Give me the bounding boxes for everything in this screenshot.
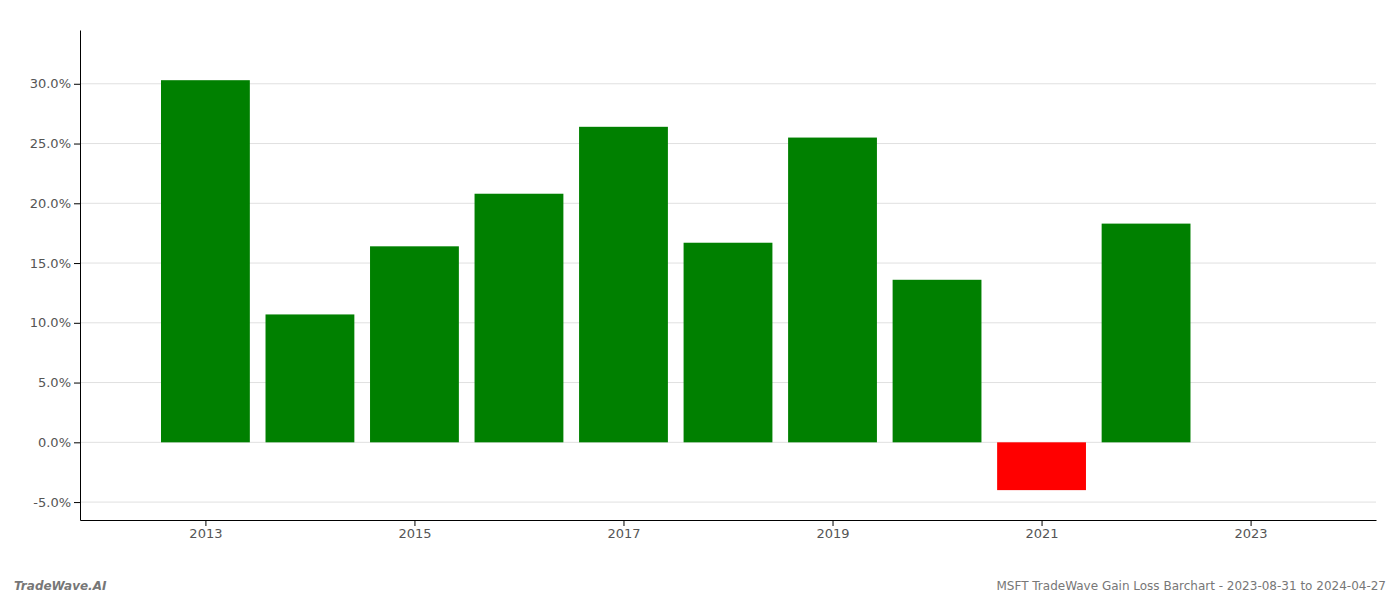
tick: 2013	[189, 520, 222, 541]
tick-mark	[74, 383, 80, 384]
bars	[161, 80, 1190, 490]
bar	[161, 80, 250, 442]
grid-line	[80, 143, 1376, 144]
tick: 20.0%	[30, 196, 80, 211]
tick-mark	[1251, 520, 1252, 526]
tick-label: 2015	[398, 526, 431, 541]
tick-mark	[414, 520, 415, 526]
grid-line	[80, 203, 1376, 204]
bar	[1102, 224, 1191, 443]
bar	[370, 246, 459, 442]
bar	[997, 442, 1086, 490]
tick-label: 2013	[189, 526, 222, 541]
tick-mark	[833, 520, 834, 526]
tick: 2021	[1026, 520, 1059, 541]
tick-label: 5.0%	[38, 375, 71, 390]
tick-label: 30.0%	[30, 76, 71, 91]
grid-line	[80, 83, 1376, 84]
tick-mark	[74, 84, 80, 85]
bar	[266, 314, 355, 442]
tick: 15.0%	[30, 256, 80, 271]
tick-label: 2019	[816, 526, 849, 541]
tick-mark	[74, 203, 80, 204]
tick-label: 20.0%	[30, 196, 71, 211]
tick-label: 2017	[607, 526, 640, 541]
tick-label: 0.0%	[38, 435, 71, 450]
x-axis: 2013 2015 2017 2019 2021 2023	[81, 520, 1377, 541]
chart: -5.0% 0.0% 5.0% 10.0% 15.0% 20.0% 25.0% 30.0% 20…	[0, 0, 1400, 600]
tick-label: 2021	[1026, 526, 1059, 541]
tick: 10.0%	[30, 315, 80, 330]
bar	[893, 280, 982, 443]
tick: 2019	[816, 520, 849, 541]
tick: 30.0%	[30, 76, 80, 91]
tick-mark	[74, 323, 80, 324]
grid	[80, 84, 1376, 502]
tick: 0.0%	[38, 435, 80, 450]
tick-label: 2023	[1235, 526, 1268, 541]
bar	[788, 138, 877, 443]
tick: 2023	[1235, 520, 1268, 541]
y-axis: -5.0% 0.0% 5.0% 10.0% 15.0% 20.0% 25.0% 30.0%	[30, 31, 81, 521]
footer-right: MSFT TradeWave Gain Loss Barchart - 2023…	[996, 579, 1386, 593]
footer-left: TradeWave.AI	[14, 579, 107, 593]
tick: -5.0%	[33, 495, 80, 510]
tick-label: -5.0%	[33, 495, 71, 510]
plot-area: -5.0% 0.0% 5.0% 10.0% 15.0% 20.0% 25.0% 30.0% 20…	[30, 31, 1377, 542]
tick-mark	[1042, 520, 1043, 526]
tick-label: 15.0%	[30, 256, 71, 271]
tick: 2017	[607, 520, 640, 541]
axis-line	[81, 520, 1377, 521]
bar	[579, 127, 668, 443]
grid-line	[80, 502, 1376, 503]
tick-mark	[74, 502, 80, 503]
tick-label: 10.0%	[30, 315, 71, 330]
tick-mark	[74, 263, 80, 264]
tick-mark	[74, 144, 80, 145]
tick: 5.0%	[38, 375, 80, 390]
bar	[684, 243, 773, 443]
tick-mark	[623, 520, 624, 526]
axis-line	[80, 31, 81, 521]
tick: 25.0%	[30, 136, 80, 151]
tick-mark	[205, 520, 206, 526]
tick-mark	[74, 442, 80, 443]
tick: 2015	[398, 520, 431, 541]
tick-label: 25.0%	[30, 136, 71, 151]
bar	[475, 194, 564, 443]
